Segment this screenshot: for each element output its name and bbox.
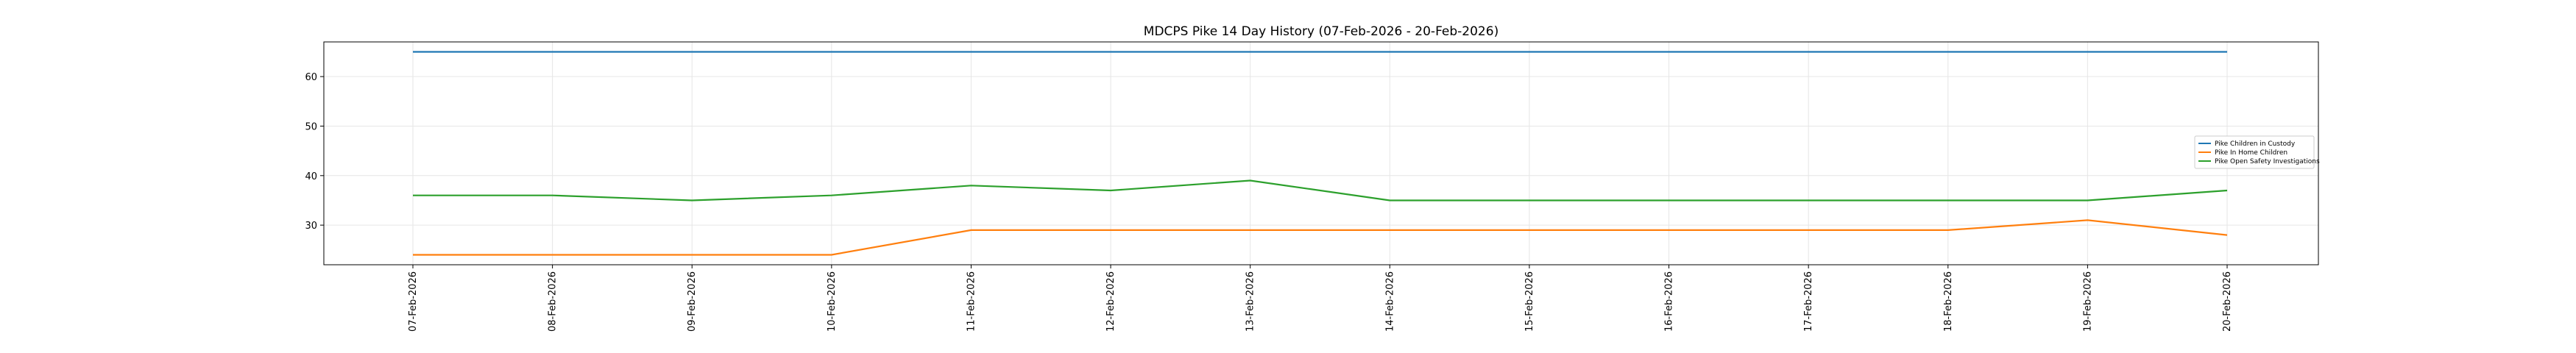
y-tick-label: 50	[305, 121, 317, 132]
x-tick-label: 20-Feb-2026	[2222, 271, 2233, 332]
series-line	[413, 219, 2228, 256]
plot-area-frame	[323, 41, 2319, 265]
x-tick-label: 17-Feb-2026	[1803, 271, 1814, 332]
legend-box	[2194, 135, 2315, 169]
x-tick-label: 13-Feb-2026	[1245, 271, 1256, 332]
y-tick-label: 30	[305, 221, 317, 232]
x-tick-label: 15-Feb-2026	[1524, 271, 1535, 332]
x-tick-label: 16-Feb-2026	[1664, 271, 1675, 332]
x-tick-label: 11-Feb-2026	[966, 271, 977, 332]
y-tick-label: 40	[305, 171, 317, 182]
series-lines	[413, 51, 2228, 256]
x-tick-label: 08-Feb-2026	[548, 271, 559, 332]
x-tick-label: 09-Feb-2026	[687, 271, 698, 332]
legend-label: Pike Children in Custody	[2215, 140, 2296, 148]
x-tick-label: 14-Feb-2026	[1384, 271, 1395, 332]
x-tick-label: 10-Feb-2026	[827, 271, 838, 332]
x-tick-label: 07-Feb-2026	[408, 271, 419, 332]
x-tick-label: 19-Feb-2026	[2082, 271, 2093, 332]
y-tick-label: 60	[305, 72, 317, 83]
series-line	[413, 179, 2228, 202]
legend-label: Pike Open Safety Investigations	[2215, 158, 2320, 165]
grid	[324, 42, 2318, 265]
x-axis: 07-Feb-2026 08-Feb-2026 09-Feb-2026 10-Feb-…	[408, 265, 2233, 332]
y-axis: 30 40 50 60	[305, 72, 324, 232]
chart-title: MDCPS Pike 14 Day History (07-Feb-2026 -…	[1144, 24, 1498, 39]
x-tick-label: 12-Feb-2026	[1105, 271, 1117, 332]
x-tick-label: 18-Feb-2026	[1943, 271, 1954, 332]
legend-label: Pike In Home Children	[2215, 149, 2287, 157]
